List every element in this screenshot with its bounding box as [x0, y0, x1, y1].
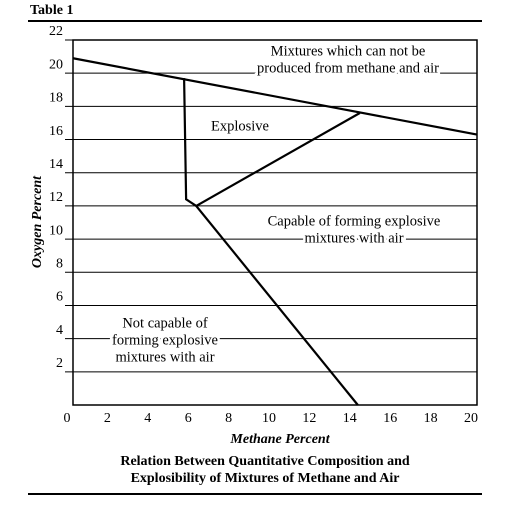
x-tick-label: 16	[383, 411, 397, 426]
x-tick-label: 8	[225, 411, 232, 426]
boundary-line	[195, 205, 359, 406]
region-label: mixtures with air	[304, 230, 403, 246]
y-tick-label: 12	[49, 190, 63, 205]
x-tick-label: 20	[464, 411, 478, 426]
region-label: Mixtures which can not be	[271, 43, 426, 59]
x-tick-label: 4	[144, 411, 151, 426]
region-label: mixtures with air	[115, 349, 214, 365]
y-tick-label: 14	[49, 157, 63, 172]
region-label: Capable of forming explosive	[268, 213, 441, 229]
y-tick-label: 20	[49, 57, 63, 72]
y-tick-label: 18	[49, 91, 63, 106]
x-axis-label: Methane Percent	[229, 432, 330, 447]
region-label: Explosive	[211, 118, 269, 134]
x-tick-label: 2	[104, 411, 111, 426]
x-tick-label: 12	[302, 411, 316, 426]
boundary-line	[195, 112, 361, 207]
region-label: Not capable of	[122, 315, 208, 331]
x-tick-label: 14	[343, 411, 357, 426]
region-label: forming explosive	[112, 332, 218, 348]
y-tick-label: 16	[49, 124, 63, 139]
y-tick-label: 10	[49, 223, 63, 238]
header: Table 1	[30, 3, 73, 18]
y-tick-label: 4	[56, 323, 63, 338]
region-label: produced from methane and air	[257, 60, 439, 76]
y-tick-label: 22	[49, 24, 63, 39]
chart-title: Explosibility of Mixtures of Methane and…	[131, 471, 400, 486]
x-tick-label: 18	[424, 411, 438, 426]
y-tick-label: 8	[56, 256, 63, 271]
boundary-line	[72, 57, 478, 136]
x-tick-label: 10	[262, 411, 276, 426]
y-tick-label: 6	[56, 290, 63, 305]
x-tick-label: 0	[64, 411, 71, 426]
y-tick-label: 2	[56, 356, 63, 371]
x-tick-label: 6	[185, 411, 192, 426]
chart-title: Relation Between Quantitative Compositio…	[120, 454, 410, 469]
y-axis-label: Oxygen Percent	[30, 175, 45, 268]
boundary-line	[183, 78, 197, 207]
